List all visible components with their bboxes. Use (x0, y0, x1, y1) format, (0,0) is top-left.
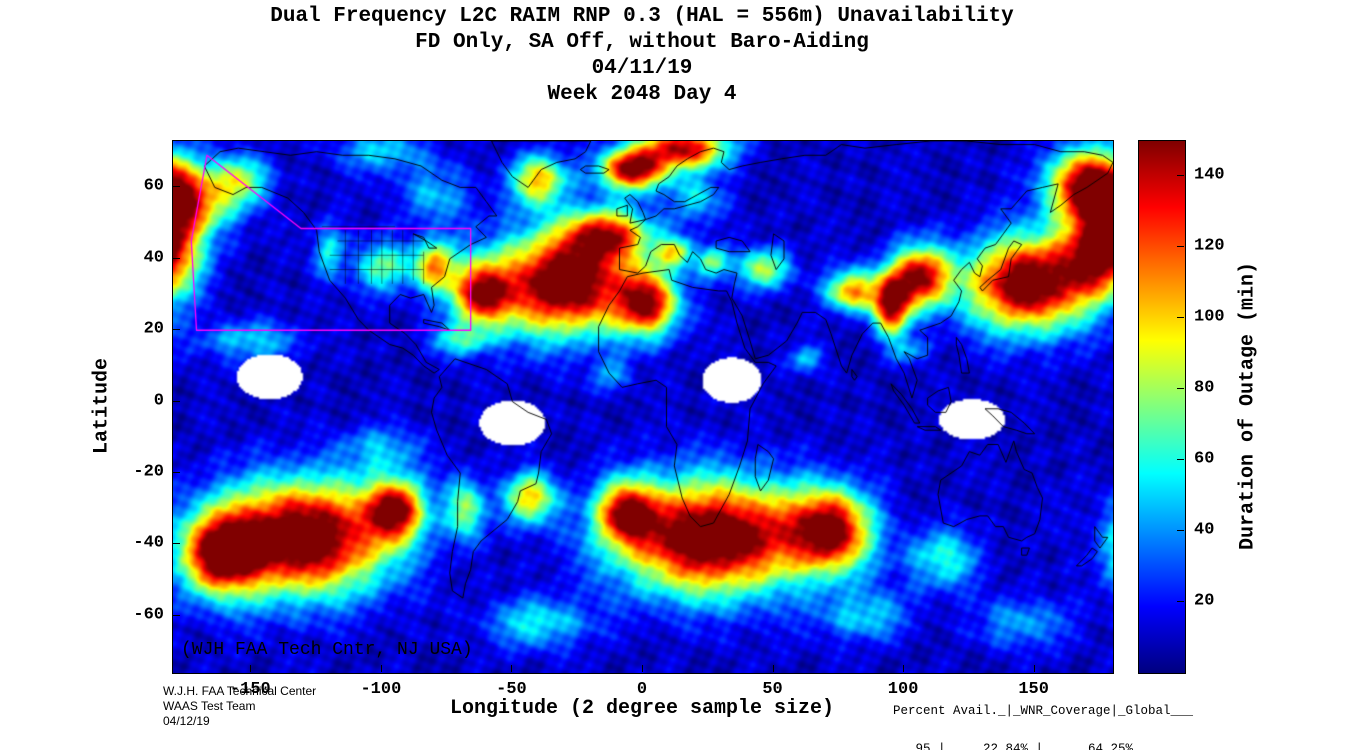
x-axis-tick-mark (903, 665, 905, 672)
y-axis-tick-mark (173, 472, 180, 474)
y-axis-tick-label: 60 (143, 176, 164, 196)
x-axis-tick-label: 50 (762, 680, 783, 699)
colorbar-tick-label: 80 (1194, 378, 1215, 398)
colorbar-tick-label: 140 (1194, 165, 1225, 185)
y-axis-tick-mark (173, 257, 180, 259)
figure-title-line-1: Dual Frequency L2C RAIM RNP 0.3 (HAL = 5… (270, 5, 1014, 28)
figure-title-line-4: Week 2048 Day 4 (547, 83, 737, 106)
colorbar-tick-label: 20 (1194, 591, 1215, 611)
colorbar-tick-label: 40 (1194, 520, 1215, 540)
y-axis-label: Latitude (90, 357, 114, 455)
y-axis-tick-label: 40 (143, 248, 164, 268)
x-axis-tick-mark (1033, 665, 1035, 672)
x-axis-tick-label: -150 (229, 680, 271, 699)
x-axis-tick-mark (250, 665, 252, 672)
footer-credit-line-1: W.J.H. FAA Technical Center (163, 684, 317, 698)
y-axis-tick-label: -60 (133, 605, 164, 625)
stats-table: Percent Avail._|_WNR_Coverage|_Global___… (893, 680, 1193, 750)
y-axis-tick-mark (173, 543, 180, 545)
footer-credit-line-3: 04/12/19 (163, 714, 210, 728)
footer-credit-line-2: WAAS Test Team (163, 699, 256, 713)
x-axis-tick-label: 0 (636, 680, 648, 699)
world-map-plot (172, 140, 1114, 674)
colorbar-label: Duration of Outage (min) (1236, 261, 1260, 551)
colorbar-tick-mark (1177, 459, 1184, 461)
figure-title-line-3: 04/11/19 (591, 57, 693, 80)
colorbar-tick-label: 120 (1194, 236, 1225, 256)
colorbar-tick-mark (1177, 246, 1184, 248)
colorbar-tick-mark (1177, 601, 1184, 603)
outage-heatmap-canvas (173, 141, 1113, 673)
x-axis-tick-mark (772, 665, 774, 672)
y-axis-tick-mark (173, 614, 180, 616)
colorbar-tick-mark (1177, 388, 1184, 390)
colorbar-tick-label: 60 (1194, 449, 1215, 469)
x-axis-tick-mark (511, 665, 513, 672)
colorbar-tick-mark (1177, 317, 1184, 319)
stats-table-header: Percent Avail._|_WNR_Coverage|_Global___ (893, 704, 1194, 718)
footer-credits: W.J.H. FAA Technical Center WAAS Test Te… (163, 684, 316, 729)
x-axis-tick-label: -100 (360, 680, 402, 699)
colorbar-tick-mark (1177, 530, 1184, 532)
y-axis-tick-label: -40 (133, 533, 164, 553)
x-axis-tick-label: 100 (887, 680, 919, 699)
figure-title-line-2: FD Only, SA Off, without Baro-Aiding (415, 31, 869, 54)
y-axis-tick-label: 20 (143, 319, 164, 339)
y-axis-tick-label: -20 (133, 462, 164, 482)
colorbar-tick-mark (1177, 175, 1184, 177)
x-axis-label: Longitude (2 degree sample size) (449, 697, 835, 720)
colorbar (1138, 140, 1186, 674)
x-axis-tick-mark (642, 665, 643, 672)
y-axis-tick-label: 0 (153, 391, 164, 411)
watermark-text: (WJH FAA Tech Cntr, NJ USA) (181, 640, 473, 660)
colorbar-tick-label: 100 (1194, 307, 1225, 327)
y-axis-tick-mark (173, 329, 180, 331)
y-axis-tick-mark (173, 186, 180, 188)
stats-table-row: 95 | 22.84% | 64.25% (893, 741, 1134, 750)
y-axis-tick-mark (173, 400, 180, 402)
x-axis-tick-label: -50 (496, 680, 527, 699)
x-axis-tick-label: 150 (1018, 680, 1049, 699)
x-axis-tick-mark (380, 665, 382, 672)
